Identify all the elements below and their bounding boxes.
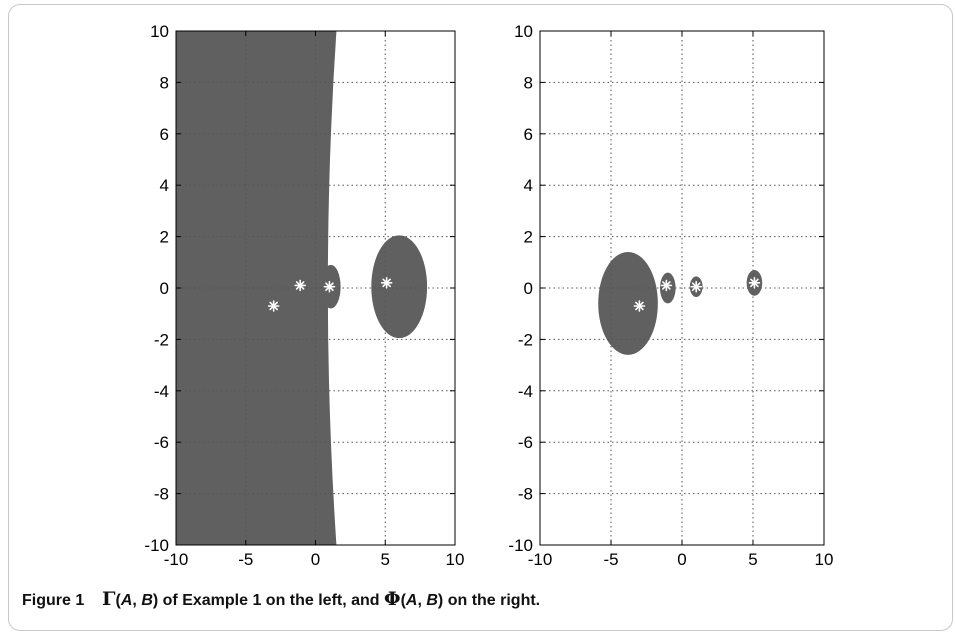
region-ellipse-3 (371, 235, 428, 339)
figure-caption: Figure 1 Γ(A, B) of Example 1 on the lef… (22, 588, 541, 610)
y-tick-label: 6 (160, 125, 169, 144)
x-tick-label: -5 (238, 550, 253, 569)
x-tick-label: -10 (164, 550, 189, 569)
y-tick-label: 8 (160, 73, 169, 92)
y-tick-label: -6 (154, 433, 169, 452)
x-tick-label: 10 (815, 550, 834, 569)
data-point (748, 277, 761, 289)
data-point (267, 300, 280, 312)
x-tick-label: 0 (677, 550, 686, 569)
region-group (176, 31, 428, 545)
y-tick-label: 2 (160, 228, 169, 247)
x-tick-label: 10 (446, 550, 465, 569)
figure-frame (8, 4, 953, 631)
gamma-symbol: Γ (102, 588, 116, 610)
caption-text-1: of Example 1 on the left, and (158, 592, 385, 609)
region-halfplane (176, 31, 337, 545)
y-tick-label: 10 (514, 22, 533, 41)
y-tick-label: -4 (154, 382, 169, 401)
y-tick-label: 8 (524, 73, 533, 92)
region-ellipse-2 (659, 272, 676, 304)
caption-text-2: on the right. (443, 592, 541, 609)
data-point (380, 277, 393, 289)
panel-1: -10 -5 0 5 10 -10 -8 -6 -4 -2 0 2 4 6 8 10 (144, 22, 464, 569)
phi-symbol: Φ (384, 588, 401, 610)
y-tick-label: -6 (518, 433, 533, 452)
y-tick-label: -8 (154, 485, 169, 504)
figure-label: Figure 1 (22, 592, 85, 609)
y-tick-label: 4 (524, 176, 533, 195)
y-tick-label: 4 (160, 176, 169, 195)
arg-a: A (120, 592, 133, 609)
x-tick-label: 5 (748, 550, 757, 569)
y-tick-label: -10 (144, 536, 169, 555)
x-tick-label: -5 (603, 550, 618, 569)
y-tick-label: 0 (160, 279, 169, 298)
x-tick-label: 0 (311, 550, 320, 569)
y-tick-label: 0 (524, 279, 533, 298)
x-tick-label: -10 (528, 550, 553, 569)
x-tick-label: 5 (381, 550, 390, 569)
y-tick-label: 6 (524, 125, 533, 144)
data-point (323, 280, 336, 293)
region-ellipse-1 (598, 252, 658, 355)
y-tick-label: -2 (154, 330, 169, 349)
y-tick-label: 2 (524, 228, 533, 247)
y-tick-label: -10 (508, 536, 533, 555)
y-tick-label: -8 (518, 485, 533, 504)
data-point (660, 279, 673, 292)
y-tick-label: -2 (518, 330, 533, 349)
y-tick-label: -4 (518, 382, 533, 401)
arg-b: B (141, 592, 153, 609)
panel-2: -10 -5 0 5 10 -10 -8 -6 -4 -2 0 2 4 6 8 10 (508, 22, 833, 569)
data-point (690, 280, 703, 293)
y-tick-label: 10 (150, 22, 169, 41)
data-point (633, 300, 646, 312)
data-point (294, 279, 306, 292)
